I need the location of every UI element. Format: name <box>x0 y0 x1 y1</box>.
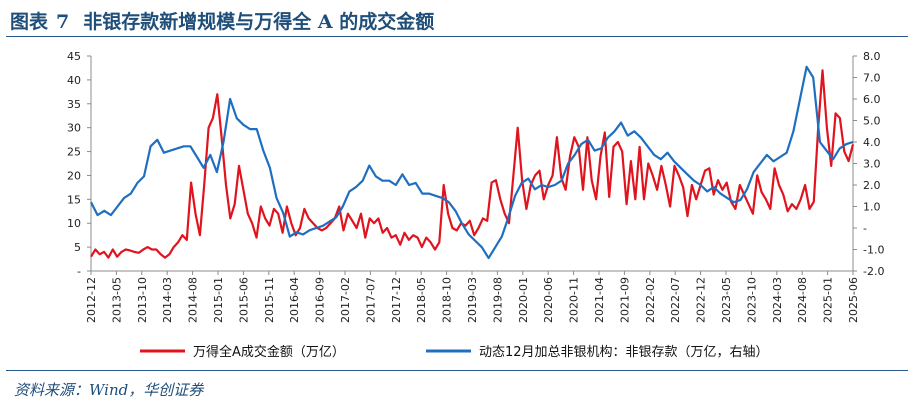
x-tick-label: 2025-01 <box>822 277 835 323</box>
x-tick-label: 2025-06 <box>847 277 860 323</box>
figure-number: 7 <box>56 11 70 33</box>
x-tick-label: 2017-07 <box>364 277 377 323</box>
y-left-tick-label: 25 <box>67 146 81 159</box>
x-tick-label: 2019-03 <box>466 277 479 323</box>
y-left-tick-label: - <box>77 265 81 278</box>
x-tick-label: 2022-12 <box>695 277 708 323</box>
y-right-tick-label: - <box>863 222 867 235</box>
y-right-tick-label: -1.0 <box>863 244 884 257</box>
x-tick-label: 2012-12 <box>85 277 98 323</box>
x-tick-label: 2021-04 <box>593 277 606 323</box>
y-left-tick-label: 5 <box>74 241 81 254</box>
y-left-tick-label: 30 <box>67 122 81 135</box>
series-line-turnover <box>90 69 855 259</box>
y-left-tick-label: 45 <box>67 50 81 63</box>
y-right-tick-label: 6.0 <box>863 93 881 106</box>
legend-label-turnover: 万得全A成交金额（万亿） <box>193 344 345 360</box>
figure-label: 图表 <box>10 11 49 33</box>
y-right-tick-label: 4.0 <box>863 136 881 149</box>
x-tick-label: 2015-06 <box>237 277 250 323</box>
x-tick-label: 2024-03 <box>771 277 784 323</box>
x-tick-label: 2018-10 <box>441 277 454 323</box>
chart-series <box>90 65 855 260</box>
x-tick-label: 2022-02 <box>644 277 657 323</box>
y-left-tick-label: 10 <box>67 217 81 230</box>
x-tick-label: 2016-09 <box>314 277 327 323</box>
x-tick-label: 2015-11 <box>263 277 276 323</box>
x-tick-label: 2019-08 <box>491 277 504 323</box>
x-tick-label: 2020-01 <box>517 277 530 323</box>
x-tick-label: 2021-09 <box>618 277 631 323</box>
chart: -51015202530354045-2.0-1.0-1.02.03.04.05… <box>67 50 884 360</box>
y-right-tick-label: 8.0 <box>863 50 881 63</box>
x-tick-label: 2015-01 <box>212 277 225 323</box>
x-tick-label: 2016-04 <box>288 277 301 323</box>
chart-legend: 万得全A成交金额（万亿） 动态12月加总非银机构：非银存款（万亿，右轴） <box>140 344 769 360</box>
y-left-tick-label: 20 <box>67 169 81 182</box>
y-right-tick-label: 2.0 <box>863 179 881 192</box>
x-tick-label: 2013-05 <box>110 277 123 323</box>
x-tick-label: 2014-08 <box>187 277 200 323</box>
y-left-tick-label: 35 <box>67 98 81 111</box>
y-right-tick-label: 7.0 <box>863 72 881 85</box>
y-right-tick-label: 1.0 <box>863 201 881 214</box>
y-left-tick-label: 40 <box>67 74 81 87</box>
x-tick-label: 2024-08 <box>796 277 809 323</box>
x-tick-label: 2017-02 <box>339 277 352 323</box>
x-tick-label: 2022-07 <box>669 277 682 323</box>
x-tick-label: 2020-06 <box>542 277 555 323</box>
x-tick-label: 2013-10 <box>136 277 149 323</box>
y-right-tick-label: -2.0 <box>863 265 884 278</box>
y-left-tick-label: 15 <box>67 193 81 206</box>
y-right-tick-label: 3.0 <box>863 158 881 171</box>
figure-title-bar: 图表 7 非银存款新增规模与万得全 A 的成交金额 <box>6 4 908 37</box>
x-tick-label: 2014-03 <box>161 277 174 323</box>
x-tick-label: 2018-05 <box>415 277 428 323</box>
source-note: 资料来源：Wind，华创证券 <box>14 381 204 399</box>
x-tick-label: 2020-11 <box>568 277 581 323</box>
series-line-nonbank-deposits <box>90 65 854 260</box>
x-tick-label: 2023-05 <box>720 277 733 323</box>
y-right-tick-label: 5.0 <box>863 115 881 128</box>
x-tick-label: 2023-10 <box>745 277 758 323</box>
source-bar: 资料来源：Wind，华创证券 <box>6 370 908 407</box>
legend-label-nonbank-deposits: 动态12月加总非银机构：非银存款（万亿，右轴） <box>479 345 769 360</box>
x-tick-label: 2017-12 <box>390 277 403 323</box>
chart-axes: -51015202530354045-2.0-1.0-1.02.03.04.05… <box>67 50 884 323</box>
figure-title: 图表 7 非银存款新增规模与万得全 A 的成交金额 <box>10 7 434 34</box>
figure-title-text: 非银存款新增规模与万得全 A 的成交金额 <box>83 11 435 33</box>
